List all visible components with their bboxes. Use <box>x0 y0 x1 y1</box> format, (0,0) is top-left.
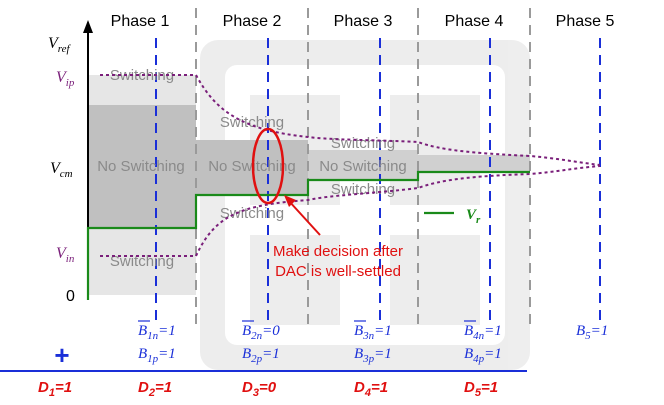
annotation-line2: DAC is well-settled <box>275 263 401 280</box>
decision-label: D3=0 <box>242 379 277 399</box>
vcm-label: Vcm <box>50 160 73 180</box>
no-switching-band-phase4 <box>418 155 530 173</box>
switching-label: Switching <box>220 205 284 222</box>
vip-label: Vip <box>56 69 75 89</box>
vref-label: Vref <box>48 35 72 55</box>
plus-symbol: + <box>54 340 69 370</box>
switching-label: Switching <box>331 135 395 152</box>
phase-labels: Phase 1 Phase 2 Phase 3 Phase 4 Phase 5 <box>111 13 615 30</box>
switching-label: Switching <box>331 181 395 198</box>
phase-label: Phase 1 <box>111 13 170 30</box>
phase-label: Phase 3 <box>334 13 393 30</box>
bit-label: B1n=1 <box>138 323 176 342</box>
zero-label: 0 <box>66 288 75 305</box>
decision-label: D4=1 <box>354 379 388 399</box>
phase-label: Phase 5 <box>556 13 615 30</box>
annotation-line1: Make decision after <box>273 243 403 260</box>
axis-labels: Vref Vip Vcm Vin 0 <box>48 35 75 305</box>
bit-label: B5=1 <box>576 323 608 342</box>
bit-label: B1p=1 <box>138 346 176 365</box>
phase-label: Phase 4 <box>445 13 504 30</box>
decision-labels: D1=1 D2=1 D3=0 D4=1 D5=1 <box>38 379 498 399</box>
decision-label: D5=1 <box>464 379 498 399</box>
no-switching-label: No Switching <box>97 158 185 175</box>
phase-label: Phase 2 <box>223 13 282 30</box>
decision-label: D1=1 <box>38 379 72 399</box>
switching-label: Switching <box>220 114 284 131</box>
vin-label: Vin <box>56 245 75 265</box>
no-switching-label: No Switching <box>319 158 407 175</box>
decision-label: D2=1 <box>138 379 172 399</box>
